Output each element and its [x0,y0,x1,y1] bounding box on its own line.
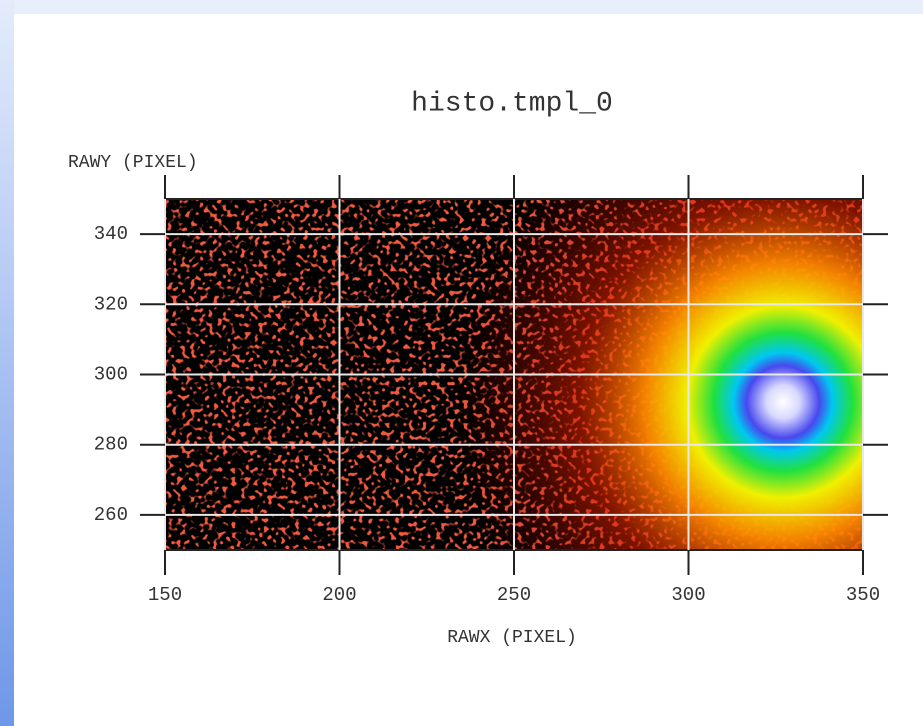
chart-title: histo.tmpl_0 [411,88,613,119]
x-tick-label: 150 [148,584,182,606]
x-tick-label: 300 [671,584,705,606]
y-tick-label: 260 [94,504,128,526]
x-tick-label: 350 [846,584,880,606]
page: histo.tmpl_0 RAWY (PIXEL) RAWX (PIXEL) 1… [0,0,923,726]
screen: histo.tmpl_0 RAWY (PIXEL) RAWX (PIXEL) 1… [0,0,923,726]
top-strip [0,0,923,14]
y-tick-label: 300 [94,364,128,386]
y-tick-label: 340 [94,223,128,245]
side-strip [0,0,14,726]
x-tick-label: 200 [322,584,356,606]
y-tick-label: 280 [94,434,128,456]
y-tick-label: 320 [94,293,128,315]
x-tick-label: 250 [497,584,531,606]
y-axis-label: RAWY (PIXEL) [68,153,198,173]
x-axis-label: RAWX (PIXEL) [447,628,577,648]
